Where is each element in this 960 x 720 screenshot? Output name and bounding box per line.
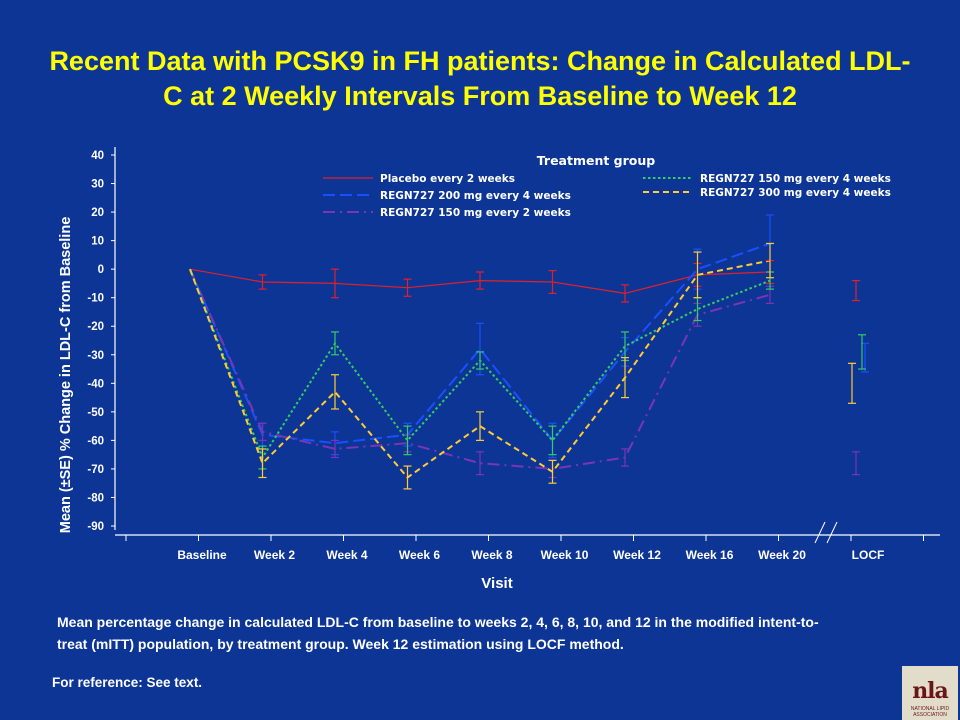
y-axis-title: Mean (±SE) % Change in LDL-C from Baseli… xyxy=(58,217,74,534)
x-tick-label: Week 12 xyxy=(613,548,661,562)
series-line xyxy=(189,259,771,479)
x-tick-label: Baseline xyxy=(177,548,227,562)
y-tick-label: 0 xyxy=(98,264,104,276)
y-tick-label: -50 xyxy=(87,407,104,419)
x-tick-label: Week 10 xyxy=(541,548,589,562)
legend-label: REGN727 150 mg every 4 weeks xyxy=(700,173,891,185)
y-tick-label: -10 xyxy=(87,293,104,305)
y-tick-label: 10 xyxy=(91,236,104,248)
slide-title-line2: C at 2 Weekly Intervals From Baseline to… xyxy=(163,81,797,111)
axis-break-mark xyxy=(814,521,826,544)
y-tick-label: -60 xyxy=(87,435,104,447)
y-tick-label: 20 xyxy=(91,207,104,219)
x-tick-label: Week 20 xyxy=(758,548,806,562)
y-tick-label: 30 xyxy=(91,179,104,191)
caption-line2: treat (mITT) population, by treatment gr… xyxy=(57,636,624,652)
y-tick-label: -90 xyxy=(87,521,104,533)
series-line xyxy=(189,268,771,470)
axis-break-mark xyxy=(826,521,838,544)
slide-title: Recent Data with PCSK9 in FH patients: C… xyxy=(0,44,960,114)
y-tick-label: -20 xyxy=(87,321,104,333)
figure-caption: Mean percentage change in calculated LDL… xyxy=(57,611,937,655)
legend-label: REGN727 150 mg every 2 weeks xyxy=(380,207,571,219)
y-tick-label: 40 xyxy=(91,150,104,162)
y-tick-label: -30 xyxy=(87,350,104,362)
reference-note: For reference: See text. xyxy=(52,675,203,690)
logo-text: nla xyxy=(912,678,949,704)
legend-title: Treatment group xyxy=(537,153,656,168)
x-axis-title: Visit xyxy=(481,575,512,592)
slide-title-line1: Recent Data with PCSK9 in FH patients: C… xyxy=(49,46,911,76)
legend-label: REGN727 300 mg every 4 weeks xyxy=(700,187,891,199)
x-tick-label: Week 4 xyxy=(326,548,367,562)
y-tick-label: -80 xyxy=(87,492,104,504)
x-tick-label: Week 2 xyxy=(254,548,295,562)
nla-logo: nla NATIONAL LIPID ASSOCIATION xyxy=(902,666,958,720)
x-tick-label: Week 8 xyxy=(471,548,512,562)
y-tick-label: -70 xyxy=(87,464,104,476)
legend-label: REGN727 200 mg every 4 weeks xyxy=(380,190,571,202)
logo-subtext: NATIONAL LIPID ASSOCIATION xyxy=(910,706,950,718)
y-tick-label: -40 xyxy=(87,378,104,390)
x-tick-label: Week 6 xyxy=(399,548,440,562)
x-tick-label: LOCF xyxy=(852,548,885,562)
x-tick-label: Week 16 xyxy=(686,548,734,562)
caption-line1: Mean percentage change in calculated LDL… xyxy=(57,614,819,630)
legend-label: Placebo every 2 weeks xyxy=(380,173,515,185)
